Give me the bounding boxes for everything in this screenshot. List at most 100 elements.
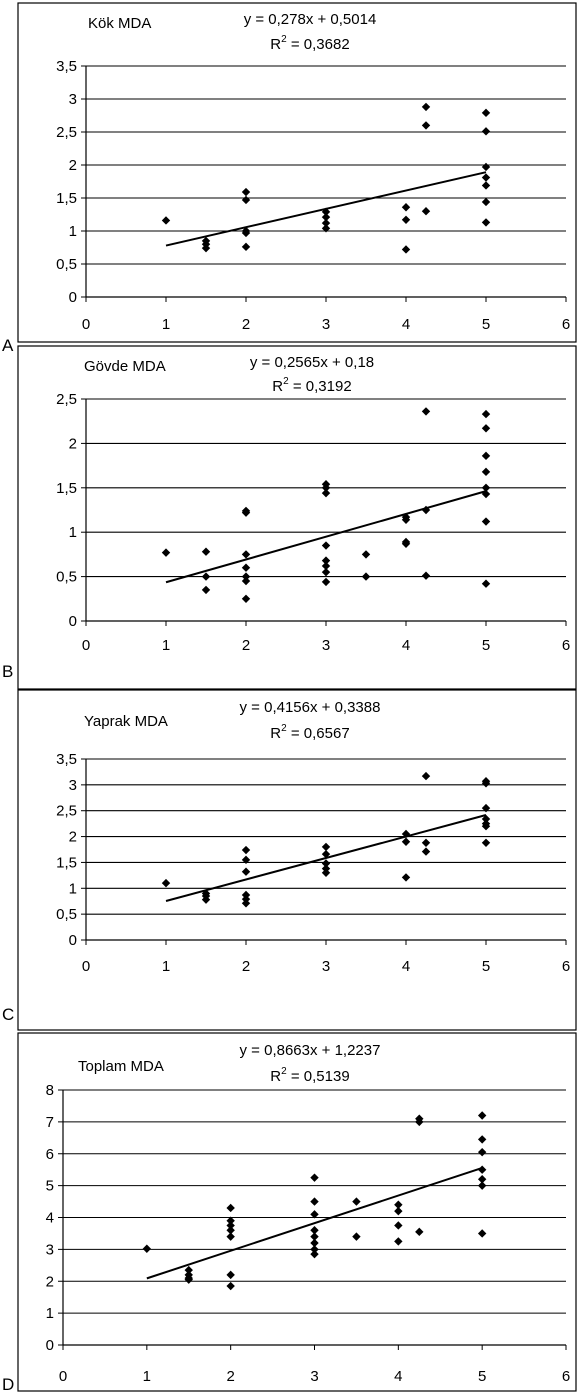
y-tick-label: 2	[69, 157, 77, 174]
data-point	[394, 1200, 403, 1209]
data-point	[161, 216, 171, 225]
y-tick-label: 2,5	[56, 124, 77, 141]
data-point	[310, 1226, 319, 1235]
y-tick-label: 2	[69, 829, 77, 846]
data-point	[421, 407, 431, 416]
x-tick-label: 3	[322, 637, 330, 654]
data-point	[226, 1232, 235, 1241]
regression-equation: y = 0,2565x + 0,18	[250, 354, 374, 371]
y-tick-label: 0,5	[56, 256, 77, 273]
data-point	[421, 838, 431, 847]
data-point	[201, 547, 211, 556]
data-point	[241, 195, 251, 205]
x-tick-label: 1	[162, 316, 170, 333]
data-point	[481, 822, 491, 831]
y-tick-label: 0,5	[56, 906, 77, 923]
chart-title: Yaprak MDA	[84, 713, 168, 730]
data-point	[321, 212, 331, 222]
data-point	[394, 1221, 403, 1230]
y-tick-label: 3,5	[56, 58, 77, 75]
x-tick-label: 3	[310, 1368, 318, 1385]
data-point	[421, 505, 431, 515]
data-point	[241, 242, 251, 252]
panel-frame	[17, 2, 577, 343]
data-point	[310, 1238, 319, 1248]
data-point	[352, 1197, 361, 1206]
data-point	[241, 855, 251, 865]
x-tick-label: 6	[562, 316, 570, 333]
regression-equation: y = 0,278x + 0,5014	[244, 11, 377, 28]
chart-title: Gövde MDA	[84, 358, 166, 375]
y-tick-label: 1	[69, 880, 77, 897]
x-tick-label: 4	[402, 958, 410, 975]
data-point	[481, 218, 491, 227]
data-point	[481, 451, 491, 461]
data-point	[310, 1232, 319, 1241]
data-point	[321, 868, 331, 877]
data-point	[477, 1147, 487, 1157]
data-point	[401, 515, 411, 524]
x-tick-label: 2	[242, 316, 250, 333]
r-squared-value: = 0,6567	[287, 725, 350, 742]
y-tick-label: 2	[46, 1273, 54, 1290]
y-tick-label: 3	[46, 1241, 54, 1258]
data-point	[415, 1227, 424, 1237]
data-point	[481, 803, 491, 813]
data-point	[415, 1117, 424, 1127]
data-point	[352, 1232, 361, 1241]
y-tick-label: 1,5	[56, 190, 77, 207]
regression-equation: y = 0,8663x + 1,2237	[240, 1042, 381, 1059]
data-point	[241, 563, 251, 572]
data-point	[310, 1249, 319, 1259]
data-point	[241, 228, 251, 238]
x-tick-label: 1	[162, 637, 170, 654]
r-squared-symbol: R	[272, 378, 283, 395]
data-point	[481, 162, 491, 172]
y-tick-label: 0,5	[56, 569, 77, 586]
data-point	[321, 561, 331, 571]
data-point	[481, 579, 491, 588]
r-squared-label: R2 = 0,3192	[272, 376, 351, 395]
y-tick-label: 0	[69, 932, 77, 949]
data-point	[310, 1245, 319, 1254]
y-tick-label: 5	[46, 1178, 54, 1195]
y-tick-label: 3	[69, 91, 77, 108]
y-tick-label: 2,5	[56, 803, 77, 820]
panel-label: B	[2, 662, 13, 681]
data-point	[401, 539, 411, 548]
panel-frame	[17, 689, 577, 1031]
data-point	[241, 508, 251, 517]
r-squared-value: = 0,5139	[287, 1068, 350, 1085]
data-point	[477, 1135, 487, 1144]
data-point	[401, 829, 411, 839]
regression-equation: y = 0,4156x + 0,3388	[240, 699, 381, 716]
data-point	[201, 572, 211, 581]
data-point	[481, 409, 491, 419]
data-point	[226, 1221, 235, 1230]
r-squared-exponent: 2	[281, 723, 287, 734]
x-tick-label: 5	[482, 637, 490, 654]
data-point	[321, 567, 331, 577]
data-point	[310, 1210, 319, 1219]
x-tick-label: 4	[394, 1368, 402, 1385]
data-point	[481, 108, 491, 118]
x-tick-label: 5	[482, 316, 490, 333]
y-tick-label: 0	[46, 1337, 54, 1354]
data-point	[401, 203, 411, 212]
data-point	[321, 224, 331, 233]
data-point	[481, 838, 491, 847]
data-point	[401, 873, 411, 882]
data-point	[241, 899, 251, 908]
data-point	[241, 572, 251, 581]
r-squared-label: R2 = 0,3682	[270, 34, 349, 53]
data-point	[477, 1175, 487, 1184]
data-point	[481, 127, 491, 136]
r-squared-label: R2 = 0,5139	[270, 1066, 349, 1085]
trendline	[146, 1166, 483, 1280]
data-point	[401, 245, 411, 254]
y-tick-label: 4	[46, 1210, 54, 1227]
data-point	[226, 1216, 235, 1225]
data-point	[481, 814, 491, 824]
x-tick-label: 0	[82, 316, 90, 333]
y-tick-label: 0	[69, 613, 77, 630]
